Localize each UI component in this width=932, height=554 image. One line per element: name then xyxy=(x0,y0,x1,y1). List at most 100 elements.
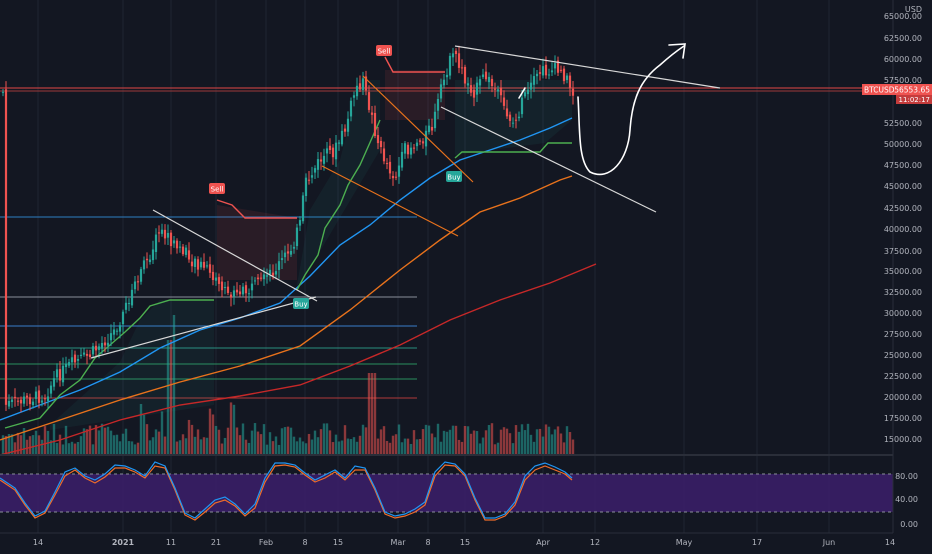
volume-bar xyxy=(154,429,158,455)
candle-body xyxy=(478,79,482,86)
candle-body xyxy=(289,250,293,255)
candle-body xyxy=(232,290,236,297)
volume-bar xyxy=(58,434,62,455)
last-price-value: 56553.65 xyxy=(894,86,930,95)
candle-body xyxy=(352,95,356,98)
volume-bar xyxy=(310,439,314,455)
volume-bar xyxy=(400,442,404,455)
candle-body xyxy=(355,85,359,97)
time-tick-label: Apr xyxy=(536,538,551,547)
candle-body xyxy=(499,87,503,96)
volume-bar xyxy=(22,427,26,455)
candle-body xyxy=(16,400,20,402)
time-axis[interactable]: 14 2021 11 21 Feb 8 15 Mar 8 15 Apr 12 May 17 Jun 14 xyxy=(33,538,895,547)
candle-body xyxy=(112,329,116,335)
candle-body xyxy=(496,89,500,92)
candle-body xyxy=(55,369,59,378)
candle-body xyxy=(490,78,494,87)
price-tick-label: 47500.00 xyxy=(884,161,922,170)
candle-body xyxy=(1,91,5,93)
volume-bar xyxy=(511,443,515,455)
candle-body xyxy=(364,76,368,91)
candle-body xyxy=(220,281,224,291)
volume-bar xyxy=(532,441,536,455)
volume-bar xyxy=(238,435,242,455)
volume-bar xyxy=(262,424,266,455)
candle-body xyxy=(184,247,188,255)
hand-drawn-arrow[interactable] xyxy=(518,43,686,175)
volume-bar xyxy=(445,431,449,455)
volume-bar xyxy=(514,425,518,455)
volume-bar xyxy=(367,373,371,455)
candle-body xyxy=(187,250,191,260)
volume-bar xyxy=(493,444,497,455)
candle-body xyxy=(565,75,569,80)
osc-tick-label: 0.00 xyxy=(900,520,918,529)
candle-body xyxy=(463,66,467,84)
candle-body xyxy=(538,72,542,74)
price-tick-label: 32500.00 xyxy=(884,288,922,297)
volume-bar xyxy=(364,427,368,455)
volume-bar xyxy=(394,434,398,455)
last-price-tag: BTCUSD 56553.65 11:02:17 xyxy=(862,84,932,104)
candle-body xyxy=(541,66,545,76)
candle-body xyxy=(430,126,434,131)
volume-bar xyxy=(313,430,317,455)
drawn-trendlines[interactable] xyxy=(90,45,721,359)
candle-body xyxy=(445,74,449,78)
supertrend-green-3 xyxy=(454,142,572,159)
candle-body xyxy=(328,145,332,151)
volume-bar xyxy=(448,429,452,455)
price-tick-label: 35000.00 xyxy=(884,267,922,276)
moving-average-blue xyxy=(0,117,573,421)
horizontal-levels[interactable] xyxy=(0,87,893,399)
volume-bar xyxy=(421,429,425,455)
volume-bar xyxy=(211,414,215,455)
candle-body xyxy=(229,294,233,298)
candle-body xyxy=(271,272,275,276)
volume-bar xyxy=(172,315,176,455)
candle-body xyxy=(196,259,200,270)
price-tick-label: 17500.00 xyxy=(884,414,922,423)
candle-body xyxy=(382,148,386,162)
candle-body xyxy=(544,64,548,76)
price-tick-label: 27500.00 xyxy=(884,330,922,339)
candle-body xyxy=(571,88,575,96)
candle-body xyxy=(31,401,35,406)
candle-body xyxy=(13,396,17,398)
candle-body xyxy=(52,378,56,387)
volume-bar xyxy=(487,425,491,455)
candle-body xyxy=(208,264,212,273)
candle-body xyxy=(406,144,410,155)
candle-body xyxy=(130,289,134,306)
volume-bar xyxy=(439,441,443,455)
candle-body xyxy=(517,116,521,119)
volume-bar xyxy=(277,444,281,455)
price-tick-label: 30000.00 xyxy=(884,309,922,318)
volume-bar xyxy=(121,433,125,455)
candle-body xyxy=(361,78,365,90)
candle-body xyxy=(280,258,284,261)
signal-sell-1: Sell xyxy=(209,183,225,194)
candle-body xyxy=(307,179,311,181)
volume-bar xyxy=(298,437,302,455)
volume-bar xyxy=(25,439,29,455)
time-tick-label: Jun xyxy=(822,538,836,547)
candlestick-series xyxy=(1,45,575,413)
candle-body xyxy=(532,76,536,85)
candle-body xyxy=(562,68,566,82)
volume-bar xyxy=(97,430,101,455)
candle-body xyxy=(142,260,146,270)
stochastic-pane[interactable] xyxy=(0,461,893,521)
volume-bar xyxy=(283,427,287,455)
supertrend-red-2 xyxy=(384,56,445,73)
candle-body xyxy=(376,135,380,144)
candle-body xyxy=(349,100,353,117)
volume-bar xyxy=(229,402,233,455)
volume-bar xyxy=(142,414,146,455)
candle-body xyxy=(412,147,416,149)
candle-body xyxy=(442,79,446,86)
candle-body xyxy=(259,277,263,279)
